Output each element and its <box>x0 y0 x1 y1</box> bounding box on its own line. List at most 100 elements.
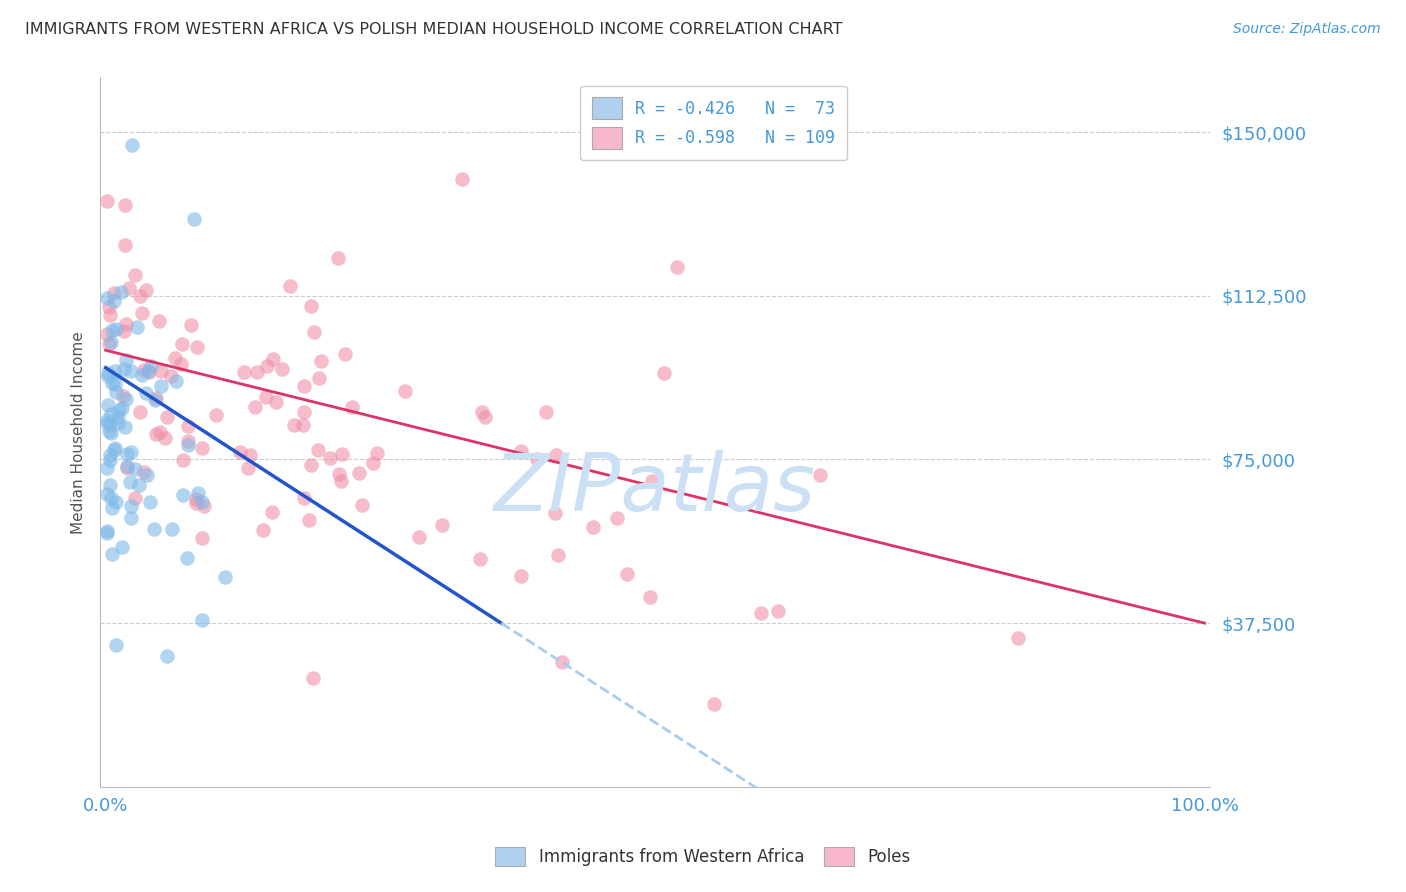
Point <box>703 697 725 711</box>
Point <box>163 351 186 366</box>
Point <box>115 317 138 331</box>
Point <box>308 371 330 385</box>
Point <box>262 351 284 366</box>
Point <box>176 434 198 448</box>
Point <box>340 400 363 414</box>
Point <box>582 520 605 534</box>
Point <box>408 530 430 544</box>
Point <box>148 314 170 328</box>
Point <box>120 499 142 513</box>
Point <box>100 547 122 561</box>
Point <box>112 324 135 338</box>
Point <box>96 194 118 209</box>
Point <box>318 451 340 466</box>
Point <box>104 441 127 455</box>
Point <box>193 499 215 513</box>
Point <box>97 300 120 314</box>
Point <box>143 392 166 407</box>
Point <box>96 326 118 341</box>
Point <box>97 336 120 351</box>
Point <box>335 347 357 361</box>
Point <box>430 517 453 532</box>
Point <box>172 337 194 351</box>
Point <box>96 416 118 430</box>
Point <box>509 444 531 458</box>
Point <box>186 495 208 509</box>
Point <box>134 465 156 479</box>
Point <box>138 365 160 379</box>
Point <box>107 409 129 424</box>
Point <box>103 293 125 308</box>
Point <box>96 461 118 475</box>
Point <box>115 353 138 368</box>
Point <box>292 404 315 418</box>
Point <box>104 384 127 399</box>
Point <box>292 491 315 505</box>
Point <box>176 550 198 565</box>
Point <box>111 541 134 555</box>
Legend: R = -0.426   N =  73, R = -0.598   N = 109: R = -0.426 N = 73, R = -0.598 N = 109 <box>579 86 846 161</box>
Point <box>177 419 200 434</box>
Point <box>236 461 259 475</box>
Point <box>509 569 531 583</box>
Point <box>143 522 166 536</box>
Point <box>115 447 138 461</box>
Point <box>172 488 194 502</box>
Point <box>105 494 128 508</box>
Point <box>129 405 152 419</box>
Point <box>256 359 278 373</box>
Point <box>120 511 142 525</box>
Point <box>100 323 122 337</box>
Point <box>153 431 176 445</box>
Point <box>214 570 236 584</box>
Point <box>177 438 200 452</box>
Point <box>544 448 567 462</box>
Point <box>232 365 254 379</box>
Point <box>239 448 262 462</box>
Point <box>229 445 252 459</box>
Point <box>96 291 118 305</box>
Point <box>551 655 574 669</box>
Point <box>283 417 305 432</box>
Point <box>131 368 153 383</box>
Point <box>330 474 353 488</box>
Point <box>96 524 118 538</box>
Point <box>149 378 172 392</box>
Point <box>638 590 661 604</box>
Point <box>127 320 149 334</box>
Point <box>186 491 208 506</box>
Point <box>98 453 121 467</box>
Point <box>366 446 388 460</box>
Point <box>191 531 214 545</box>
Point <box>96 413 118 427</box>
Point <box>350 498 373 512</box>
Point <box>271 362 294 376</box>
Point <box>111 388 134 402</box>
Point <box>330 447 353 461</box>
Point <box>640 474 662 488</box>
Point <box>159 368 181 383</box>
Point <box>117 458 139 473</box>
Point <box>302 671 325 685</box>
Point <box>128 478 150 492</box>
Point <box>114 392 136 406</box>
Point <box>149 425 172 439</box>
Point <box>129 288 152 302</box>
Point <box>100 425 122 440</box>
Point <box>328 467 350 481</box>
Point <box>252 523 274 537</box>
Point <box>191 613 214 627</box>
Point <box>100 491 122 505</box>
Point <box>165 374 187 388</box>
Point <box>120 364 142 378</box>
Point <box>394 384 416 398</box>
Point <box>471 405 494 419</box>
Point <box>114 237 136 252</box>
Point <box>104 322 127 336</box>
Point <box>124 491 146 505</box>
Point <box>246 365 269 379</box>
Point <box>652 367 675 381</box>
Point <box>474 409 496 424</box>
Point <box>170 357 193 371</box>
Point <box>136 364 159 378</box>
